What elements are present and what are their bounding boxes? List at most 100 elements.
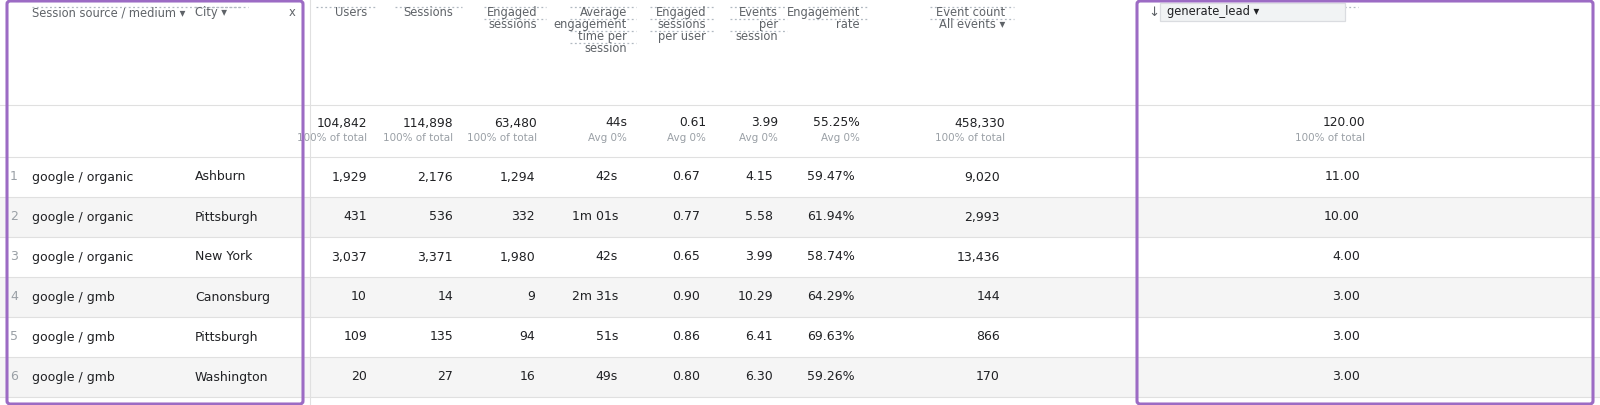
Text: 49s: 49s <box>595 371 618 384</box>
Text: 2,993: 2,993 <box>965 211 1000 224</box>
Text: 5.58: 5.58 <box>746 211 773 224</box>
Bar <box>1160 3 1346 21</box>
Text: Avg 0%: Avg 0% <box>739 133 778 143</box>
Text: 55.25%: 55.25% <box>813 117 861 130</box>
Text: 4: 4 <box>10 290 18 303</box>
Text: 1m 01s: 1m 01s <box>571 211 618 224</box>
Text: 11.00: 11.00 <box>1325 171 1360 183</box>
Text: 3.00: 3.00 <box>1333 290 1360 303</box>
Text: 3: 3 <box>10 251 18 264</box>
Text: 536: 536 <box>429 211 453 224</box>
Text: 13,436: 13,436 <box>957 251 1000 264</box>
Text: 0.67: 0.67 <box>672 171 701 183</box>
Text: sessions: sessions <box>488 18 538 31</box>
Bar <box>0 197 1600 237</box>
Text: 5: 5 <box>10 330 18 343</box>
Text: All events ▾: All events ▾ <box>939 18 1005 31</box>
Text: 64.29%: 64.29% <box>808 290 854 303</box>
Text: 14: 14 <box>437 290 453 303</box>
Text: Pittsburgh: Pittsburgh <box>195 211 259 224</box>
Text: 0.77: 0.77 <box>672 211 701 224</box>
Text: 44s: 44s <box>605 117 627 130</box>
Text: 69.63%: 69.63% <box>808 330 854 343</box>
Text: 3.00: 3.00 <box>1333 330 1360 343</box>
Bar <box>0 237 1600 277</box>
Text: City ▾: City ▾ <box>195 6 227 19</box>
Text: Average: Average <box>579 6 627 19</box>
Text: 170: 170 <box>976 371 1000 384</box>
Text: google / organic: google / organic <box>32 171 133 183</box>
Text: 2m 31s: 2m 31s <box>571 290 618 303</box>
Text: Washington: Washington <box>195 371 269 384</box>
Text: 59.47%: 59.47% <box>808 171 854 183</box>
Text: 2: 2 <box>10 211 18 224</box>
Text: google / gmb: google / gmb <box>32 330 115 343</box>
Bar <box>0 157 1600 197</box>
Bar <box>0 317 1600 357</box>
Text: 458,330: 458,330 <box>954 117 1005 130</box>
Text: time per: time per <box>578 30 627 43</box>
Text: Engagement: Engagement <box>787 6 861 19</box>
Text: per: per <box>758 18 778 31</box>
Text: 61.94%: 61.94% <box>808 211 854 224</box>
Text: Event count: Event count <box>936 6 1005 19</box>
Text: 3,037: 3,037 <box>331 251 366 264</box>
Text: 6.41: 6.41 <box>746 330 773 343</box>
Text: New York: New York <box>195 251 253 264</box>
Text: 3.00: 3.00 <box>1333 371 1360 384</box>
Text: 332: 332 <box>512 211 534 224</box>
Text: x: x <box>288 6 296 19</box>
Text: 100% of total: 100% of total <box>934 133 1005 143</box>
Text: 9,020: 9,020 <box>965 171 1000 183</box>
Bar <box>0 357 1600 397</box>
Text: sessions: sessions <box>658 18 706 31</box>
Text: Users: Users <box>334 6 366 19</box>
Text: 42s: 42s <box>595 251 618 264</box>
Text: 135: 135 <box>429 330 453 343</box>
Text: google / gmb: google / gmb <box>32 290 115 303</box>
Text: 109: 109 <box>344 330 366 343</box>
Text: 144: 144 <box>976 290 1000 303</box>
Text: generate_lead ▾: generate_lead ▾ <box>1166 6 1259 19</box>
Text: 100% of total: 100% of total <box>298 133 366 143</box>
Text: 10.29: 10.29 <box>738 290 773 303</box>
Text: 431: 431 <box>344 211 366 224</box>
Text: 866: 866 <box>976 330 1000 343</box>
Text: google / organic: google / organic <box>32 251 133 264</box>
Text: Pittsburgh: Pittsburgh <box>195 330 259 343</box>
Text: 27: 27 <box>437 371 453 384</box>
Text: 114,898: 114,898 <box>402 117 453 130</box>
Text: per user: per user <box>658 30 706 43</box>
Text: 0.80: 0.80 <box>672 371 701 384</box>
Text: 10.00: 10.00 <box>1325 211 1360 224</box>
Text: session: session <box>584 42 627 55</box>
Text: Conversions: Conversions <box>1165 6 1235 19</box>
Text: 16: 16 <box>520 371 534 384</box>
Text: Avg 0%: Avg 0% <box>667 133 706 143</box>
Text: 3,371: 3,371 <box>418 251 453 264</box>
Text: google / gmb: google / gmb <box>32 371 115 384</box>
Text: 100% of total: 100% of total <box>382 133 453 143</box>
Text: session: session <box>736 30 778 43</box>
Text: 4.00: 4.00 <box>1333 251 1360 264</box>
Text: 0.86: 0.86 <box>672 330 701 343</box>
Text: Canonsburg: Canonsburg <box>195 290 270 303</box>
Text: 10: 10 <box>350 290 366 303</box>
Text: Sessions: Sessions <box>403 6 453 19</box>
Text: 0.65: 0.65 <box>672 251 701 264</box>
Text: 1: 1 <box>10 171 18 183</box>
Text: 100% of total: 100% of total <box>1294 133 1365 143</box>
Text: 0.90: 0.90 <box>672 290 701 303</box>
Text: ↓: ↓ <box>1149 6 1158 19</box>
Text: 3.99: 3.99 <box>750 117 778 130</box>
Text: 1,980: 1,980 <box>499 251 534 264</box>
Text: Engaged: Engaged <box>656 6 706 19</box>
Text: engagement: engagement <box>554 18 627 31</box>
Text: 3.99: 3.99 <box>746 251 773 264</box>
Text: 9: 9 <box>526 290 534 303</box>
Text: 51s: 51s <box>595 330 618 343</box>
Text: Ashburn: Ashburn <box>195 171 246 183</box>
Text: 2,176: 2,176 <box>418 171 453 183</box>
Text: 63,480: 63,480 <box>494 117 538 130</box>
Bar <box>0 277 1600 317</box>
